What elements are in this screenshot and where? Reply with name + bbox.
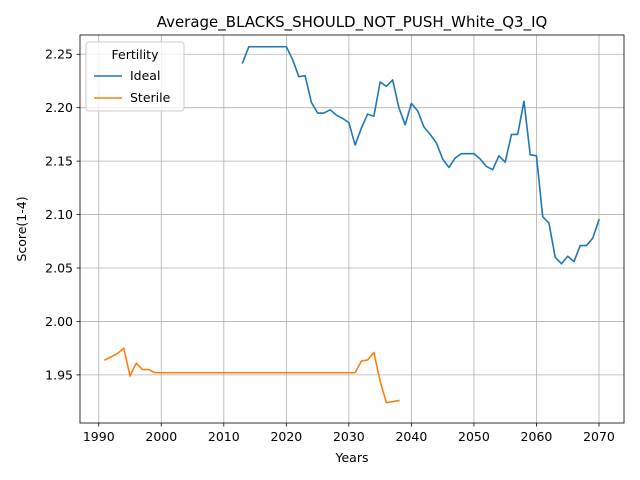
axis-ticks: 1990 2000 2010 2020 2030 2040 2050 2060 2070 1.95… bbox=[45, 47, 615, 444]
grid bbox=[80, 35, 624, 423]
y-tick-label: 2.15 bbox=[45, 154, 73, 169]
x-tick-label: 2060 bbox=[521, 429, 553, 444]
y-axis-label: Score(1-4) bbox=[14, 196, 29, 261]
chart-title: Average_BLACKS_SHOULD_NOT_PUSH_White_Q3_… bbox=[157, 13, 548, 32]
legend-box bbox=[85, 41, 185, 112]
x-tick-label: 2050 bbox=[458, 429, 490, 444]
x-tick-label: 2070 bbox=[583, 429, 615, 444]
y-tick-label: 2.05 bbox=[45, 261, 73, 276]
legend-items: Ideal Sterile bbox=[94, 68, 171, 105]
x-tick-label: 2040 bbox=[395, 429, 427, 444]
x-tick-label: 2020 bbox=[270, 429, 302, 444]
legend: Fertility Ideal Sterile bbox=[85, 41, 185, 112]
legend-title: Fertility bbox=[112, 47, 160, 62]
y-tick-label: 2.20 bbox=[45, 100, 73, 115]
x-tick-label: 2030 bbox=[333, 429, 365, 444]
x-tick-label: 2010 bbox=[208, 429, 240, 444]
x-axis-label: Years bbox=[335, 450, 369, 465]
series-line-ideal bbox=[241, 45, 601, 265]
x-tick-label: 1990 bbox=[83, 429, 115, 444]
plot-frame bbox=[79, 34, 625, 424]
y-tick-label: 2.25 bbox=[45, 47, 73, 62]
series-line-sterile bbox=[103, 347, 400, 404]
y-tick-label: 2.10 bbox=[45, 207, 73, 222]
legend-label-sterile: Sterile bbox=[130, 90, 171, 105]
y-tick-label: 2.00 bbox=[45, 314, 73, 329]
series-lines bbox=[103, 45, 601, 404]
y-tick-label: 1.95 bbox=[45, 367, 73, 382]
legend-label-ideal: Ideal bbox=[130, 68, 160, 83]
x-tick-label: 2000 bbox=[145, 429, 177, 444]
